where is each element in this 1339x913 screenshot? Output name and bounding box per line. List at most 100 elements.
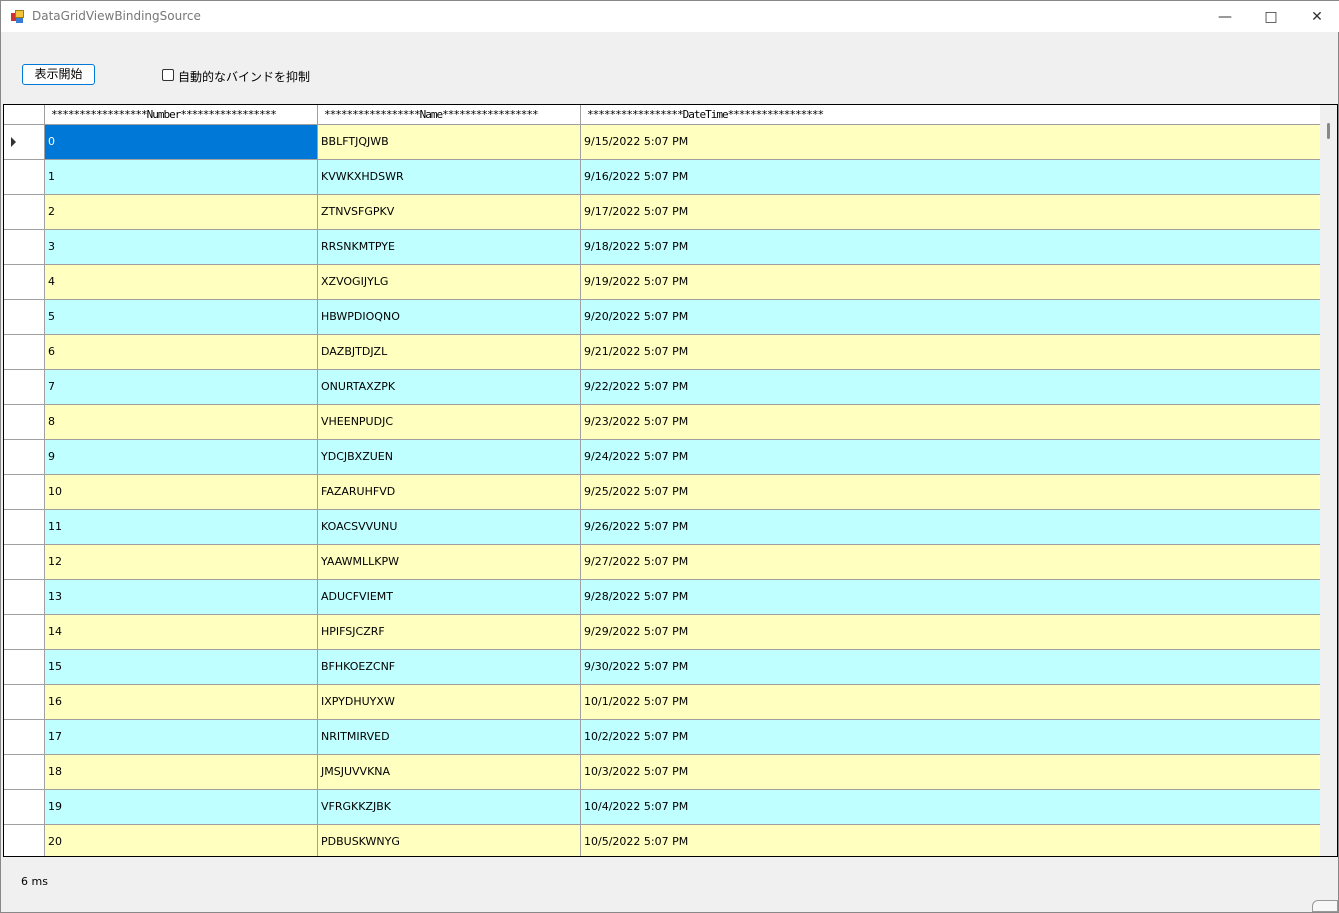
cell-datetime[interactable]: 9/27/2022 5:07 PM [581, 545, 1323, 579]
cell-datetime[interactable]: 10/1/2022 5:07 PM [581, 685, 1323, 719]
cell-name[interactable]: ADUCFVIEMT [318, 580, 581, 614]
cell-datetime[interactable]: 9/21/2022 5:07 PM [581, 335, 1323, 369]
cell-number[interactable]: 20 [45, 825, 318, 856]
row-header[interactable] [4, 720, 45, 754]
row-header[interactable] [4, 160, 45, 194]
data-grid[interactable]: *****************Number*****************… [3, 104, 1338, 857]
table-row[interactable]: 15 BFHKOEZCNF 9/30/2022 5:07 PM [4, 650, 1323, 685]
suppress-bind-checkbox[interactable] [162, 69, 174, 81]
cell-datetime[interactable]: 9/24/2022 5:07 PM [581, 440, 1323, 474]
cell-datetime[interactable]: 9/17/2022 5:07 PM [581, 195, 1323, 229]
cell-number[interactable]: 5 [45, 300, 318, 334]
table-row[interactable]: 3 RRSNKMTPYE 9/18/2022 5:07 PM [4, 230, 1323, 265]
cell-name[interactable]: BBLFTJQJWB [318, 125, 581, 159]
cell-name[interactable]: YDCJBXZUEN [318, 440, 581, 474]
table-row[interactable]: 13 ADUCFVIEMT 9/28/2022 5:07 PM [4, 580, 1323, 615]
cell-name[interactable]: FAZARUHFVD [318, 475, 581, 509]
cell-number[interactable]: 15 [45, 650, 318, 684]
table-row[interactable]: 4 XZVOGIJYLG 9/19/2022 5:07 PM [4, 265, 1323, 300]
cell-number[interactable]: 14 [45, 615, 318, 649]
cell-datetime[interactable]: 9/25/2022 5:07 PM [581, 475, 1323, 509]
vertical-scrollbar[interactable] [1320, 105, 1337, 856]
cell-datetime[interactable]: 9/22/2022 5:07 PM [581, 370, 1323, 404]
row-header[interactable] [4, 615, 45, 649]
cell-name[interactable]: XZVOGIJYLG [318, 265, 581, 299]
cell-number[interactable]: 17 [45, 720, 318, 754]
row-header[interactable] [4, 685, 45, 719]
cell-name[interactable]: ONURTAXZPK [318, 370, 581, 404]
cell-datetime[interactable]: 9/29/2022 5:07 PM [581, 615, 1323, 649]
resize-grip[interactable] [1312, 900, 1338, 912]
row-header[interactable] [4, 790, 45, 824]
table-row[interactable]: 20 PDBUSKWNYG 10/5/2022 5:07 PM [4, 825, 1323, 856]
table-row[interactable]: 16 IXPYDHUYXW 10/1/2022 5:07 PM [4, 685, 1323, 720]
start-display-button[interactable]: 表示開始 [22, 64, 95, 85]
row-header[interactable] [4, 335, 45, 369]
scrollbar-thumb[interactable] [1327, 123, 1330, 139]
cell-name[interactable]: KOACSVVUNU [318, 510, 581, 544]
cell-number[interactable]: 18 [45, 755, 318, 789]
cell-datetime[interactable]: 9/20/2022 5:07 PM [581, 300, 1323, 334]
row-header-corner[interactable] [4, 105, 45, 125]
maximize-icon[interactable]: □ [1264, 8, 1278, 25]
row-header[interactable] [4, 475, 45, 509]
cell-datetime[interactable]: 9/19/2022 5:07 PM [581, 265, 1323, 299]
minimize-icon[interactable]: — [1218, 8, 1232, 25]
cell-datetime[interactable]: 9/26/2022 5:07 PM [581, 510, 1323, 544]
cell-number[interactable]: 12 [45, 545, 318, 579]
table-row[interactable]: 6 DAZBJTDJZL 9/21/2022 5:07 PM [4, 335, 1323, 370]
cell-datetime[interactable]: 9/23/2022 5:07 PM [581, 405, 1323, 439]
cell-number[interactable]: 13 [45, 580, 318, 614]
table-row[interactable]: 19 VFRGKKZJBK 10/4/2022 5:07 PM [4, 790, 1323, 825]
column-header-number[interactable]: *****************Number***************** [45, 105, 318, 125]
cell-datetime[interactable]: 10/3/2022 5:07 PM [581, 755, 1323, 789]
cell-number[interactable]: 16 [45, 685, 318, 719]
cell-name[interactable]: VFRGKKZJBK [318, 790, 581, 824]
cell-datetime[interactable]: 10/5/2022 5:07 PM [581, 825, 1323, 856]
table-row[interactable]: 0 BBLFTJQJWB 9/15/2022 5:07 PM [4, 125, 1323, 160]
table-row[interactable]: 9 YDCJBXZUEN 9/24/2022 5:07 PM [4, 440, 1323, 475]
cell-name[interactable]: YAAWMLLKPW [318, 545, 581, 579]
cell-name[interactable]: KVWKXHDSWR [318, 160, 581, 194]
table-row[interactable]: 11 KOACSVVUNU 9/26/2022 5:07 PM [4, 510, 1323, 545]
row-header[interactable] [4, 580, 45, 614]
cell-number[interactable]: 1 [45, 160, 318, 194]
row-header[interactable] [4, 230, 45, 264]
row-header[interactable] [4, 650, 45, 684]
cell-datetime[interactable]: 9/16/2022 5:07 PM [581, 160, 1323, 194]
cell-number[interactable]: 4 [45, 265, 318, 299]
cell-number[interactable]: 3 [45, 230, 318, 264]
table-row[interactable]: 18 JMSJUVVKNA 10/3/2022 5:07 PM [4, 755, 1323, 790]
row-header[interactable] [4, 545, 45, 579]
table-row[interactable]: 8 VHEENPUDJC 9/23/2022 5:07 PM [4, 405, 1323, 440]
column-header-name[interactable]: *****************Name***************** [318, 105, 581, 125]
cell-name[interactable]: DAZBJTDJZL [318, 335, 581, 369]
cell-datetime[interactable]: 9/18/2022 5:07 PM [581, 230, 1323, 264]
cell-datetime[interactable]: 9/28/2022 5:07 PM [581, 580, 1323, 614]
table-row[interactable]: 5 HBWPDIOQNO 9/20/2022 5:07 PM [4, 300, 1323, 335]
row-header[interactable] [4, 300, 45, 334]
cell-number[interactable]: 10 [45, 475, 318, 509]
cell-number[interactable]: 7 [45, 370, 318, 404]
cell-number[interactable]: 19 [45, 790, 318, 824]
table-row[interactable]: 12 YAAWMLLKPW 9/27/2022 5:07 PM [4, 545, 1323, 580]
cell-number[interactable]: 9 [45, 440, 318, 474]
table-row[interactable]: 2 ZTNVSFGPKV 9/17/2022 5:07 PM [4, 195, 1323, 230]
row-header[interactable] [4, 125, 45, 159]
table-row[interactable]: 17 NRITMIRVED 10/2/2022 5:07 PM [4, 720, 1323, 755]
cell-name[interactable]: IXPYDHUYXW [318, 685, 581, 719]
cell-name[interactable]: NRITMIRVED [318, 720, 581, 754]
suppress-bind-label[interactable]: 自動的なバインドを抑制 [178, 70, 311, 84]
cell-name[interactable]: JMSJUVVKNA [318, 755, 581, 789]
row-header[interactable] [4, 405, 45, 439]
cell-number[interactable]: 6 [45, 335, 318, 369]
cell-number[interactable]: 0 [45, 125, 318, 159]
row-header[interactable] [4, 265, 45, 299]
table-row[interactable]: 1 KVWKXHDSWR 9/16/2022 5:07 PM [4, 160, 1323, 195]
cell-datetime[interactable]: 9/15/2022 5:07 PM [581, 125, 1323, 159]
row-header[interactable] [4, 370, 45, 404]
cell-name[interactable]: HPIFSJCZRF [318, 615, 581, 649]
row-header[interactable] [4, 510, 45, 544]
table-row[interactable]: 10 FAZARUHFVD 9/25/2022 5:07 PM [4, 475, 1323, 510]
row-header[interactable] [4, 440, 45, 474]
